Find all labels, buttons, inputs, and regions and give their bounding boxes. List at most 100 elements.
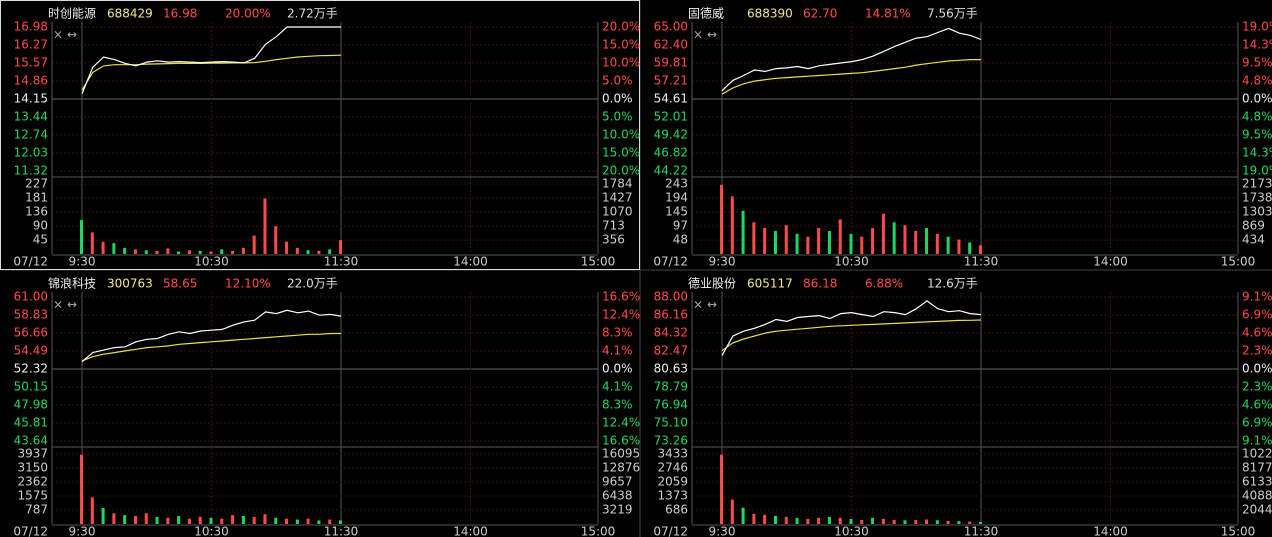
price-tick-label: 52.01 [654, 110, 688, 124]
price-line [81, 309, 342, 363]
time-label: 10:30 [194, 255, 229, 269]
time-label: 10:30 [834, 525, 869, 537]
volume-tick-label-right: 16095 [602, 447, 640, 461]
volume-tick-label-right: 1070 [602, 205, 633, 219]
volume-tick-label: 1575 [17, 488, 48, 502]
stock-change: 20.00% [225, 7, 271, 21]
volume-tick-label: 45 [33, 233, 48, 247]
volume-bar [741, 210, 745, 254]
volume-bar [339, 520, 342, 524]
pct-tick-label: 9.5% [1242, 127, 1272, 141]
stock-code: 605117 [747, 277, 793, 291]
pct-tick-label: 15.0% [602, 38, 640, 52]
pct-tick-label: 2.3% [1242, 379, 1272, 393]
volume-bar [914, 230, 918, 254]
price-tick-label: 59.81 [654, 55, 688, 69]
pct-tick-label: 4.6% [1242, 398, 1272, 412]
volume-bar [946, 236, 950, 254]
stock-code: 688390 [747, 7, 793, 21]
pct-tick-label: 20.0% [602, 20, 640, 34]
volume-tick-label-right: 1303 [1242, 205, 1272, 219]
stock-price: 62.70 [803, 7, 837, 21]
volume-tick-label: 686 [665, 503, 688, 517]
volume-bar [827, 516, 831, 524]
volume-bar [860, 519, 864, 524]
volume-bar [133, 249, 137, 254]
volume-tick-label-right: 1784 [602, 177, 633, 191]
volume-bar [90, 232, 94, 254]
volume-tick-label: 787 [25, 503, 48, 517]
volume-tick-label: 1373 [657, 489, 688, 503]
stock-volume: 7.56万手 [927, 7, 978, 21]
stock-name: 固德威 [688, 6, 724, 21]
time-label: 07/12 [653, 525, 688, 537]
volume-bar [285, 241, 289, 254]
icon-expand: ↔ [707, 28, 717, 42]
volume-tick-label-right: 2173 [1242, 177, 1272, 191]
price-tick-label: 50.15 [14, 380, 48, 394]
stock-panel: 时创能源 688429 16.98 20.00% 2.72万手× ↔16.98 20.0%1… [13, 7, 640, 269]
volume-bar [720, 454, 723, 524]
icon-expand: ↔ [67, 298, 77, 312]
volume-bar [763, 228, 767, 254]
volume-bar [806, 236, 810, 254]
volume-bar [339, 240, 342, 254]
icon-close: × [53, 28, 63, 42]
volume-bar [252, 235, 256, 254]
stock-code: 300763 [107, 277, 153, 291]
volume-tick-label-right: 9657 [602, 475, 633, 489]
price-tick-label: 82.47 [654, 344, 688, 358]
pct-tick-label: 19.0% [1242, 20, 1272, 34]
price-tick-label: 80.63 [654, 362, 688, 376]
time-label: 9:30 [69, 525, 96, 537]
volume-bar [838, 517, 842, 524]
volume-bar [123, 247, 127, 254]
volume-bar [144, 250, 148, 254]
volume-bar [123, 515, 127, 524]
price-tick-label: 12.74 [14, 127, 48, 141]
price-tick-label: 16.98 [14, 20, 48, 34]
price-tick-label: 56.66 [14, 326, 48, 340]
icon-close: × [53, 298, 63, 312]
pct-tick-label: 0.0% [1242, 92, 1272, 106]
volume-bar [773, 515, 777, 524]
pct-tick-label: 15.0% [602, 145, 640, 159]
volume-bar [263, 514, 267, 524]
price-line [81, 26, 341, 95]
price-line [721, 300, 982, 356]
pct-tick-label: 16.6% [602, 290, 640, 304]
volume-bar [241, 247, 245, 254]
volume-bar [274, 517, 278, 524]
volume-tick-label: 2746 [657, 461, 688, 475]
icon-close: × [693, 28, 703, 42]
average-price-line [721, 59, 981, 95]
pct-tick-label: 4.8% [1242, 110, 1272, 124]
volume-bar [784, 225, 788, 254]
average-price-line [81, 332, 341, 362]
pct-tick-label: 16.6% [602, 434, 640, 448]
volume-bar [101, 241, 105, 254]
time-label: 07/12 [13, 525, 48, 537]
volume-bar [166, 517, 170, 524]
volume-bar [209, 251, 213, 254]
price-tick-label: 73.26 [654, 434, 688, 448]
price-tick-label: 86.16 [654, 307, 688, 321]
stock-name: 德业股份 [688, 276, 736, 291]
price-tick-label: 13.44 [14, 110, 48, 124]
volume-bar [849, 518, 853, 524]
volume-bar [892, 519, 896, 524]
pct-tick-label: 19.0% [1242, 164, 1272, 178]
pct-tick-label: 4.6% [1242, 325, 1272, 339]
price-tick-label: 84.32 [654, 325, 688, 339]
volume-tick-label: 136 [25, 205, 48, 219]
volume-bar [795, 233, 799, 254]
volume-tick-label: 48 [673, 233, 688, 247]
volume-bar [720, 184, 723, 254]
pct-tick-label: 20.0% [602, 164, 640, 178]
pct-tick-label: 4.8% [1242, 73, 1272, 87]
pct-tick-label: 8.3% [602, 398, 633, 412]
volume-bar [957, 521, 961, 524]
volume-bar [925, 519, 929, 524]
time-label: 15:00 [1221, 255, 1256, 269]
